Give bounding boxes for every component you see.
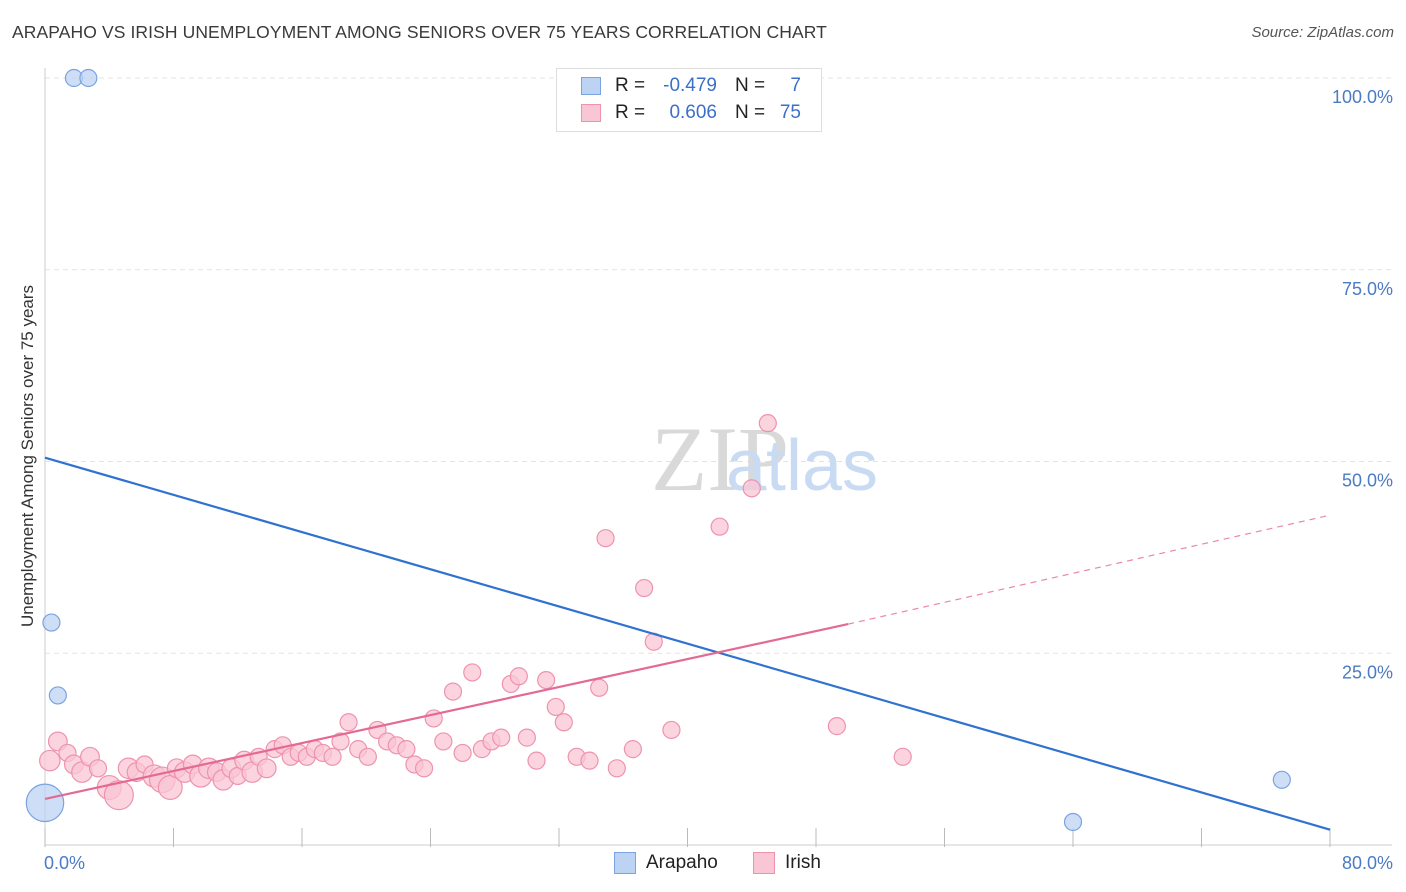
- chart-title: ARAPAHO VS IRISH UNEMPLOYMENT AMONG SENI…: [12, 22, 827, 42]
- irish-point: [827, 717, 846, 736]
- irish-point: [527, 751, 546, 770]
- x-tick-label-max: 80.0%: [1342, 853, 1393, 873]
- source-label: Source: ZipAtlas.com: [1251, 24, 1394, 41]
- irish-point: [517, 728, 536, 747]
- irish-point: [331, 732, 350, 751]
- arapaho-legend-label: Arapaho: [646, 852, 718, 873]
- arapaho-point: [79, 68, 98, 88]
- legend-item-irish[interactable]: Irish: [753, 852, 821, 874]
- n-value: 7: [790, 75, 801, 96]
- irish-point: [546, 697, 565, 717]
- irish-point: [590, 678, 609, 697]
- arapaho-point: [48, 686, 67, 705]
- irish-swatch: [581, 104, 601, 122]
- r-value: -0.479: [663, 75, 717, 96]
- irish-point: [443, 682, 463, 701]
- irish-point: [434, 732, 453, 751]
- arapaho-swatch: [581, 77, 601, 95]
- y-tick-label-25: 25.0%: [1342, 662, 1393, 682]
- irish-point: [742, 479, 761, 498]
- irish-point: [607, 759, 626, 778]
- irish-point: [103, 780, 134, 811]
- irish-legend-swatch: [753, 852, 775, 874]
- legend-row-arapaho: R = -0.479 N = 7: [581, 73, 801, 99]
- correlation-legend: R = -0.479 N = 7 R = 0.606 N = 75: [556, 68, 822, 132]
- y-tick-label-100: 100.0%: [1332, 87, 1393, 107]
- n-label: N =: [735, 102, 766, 123]
- points-layer: [25, 68, 1291, 832]
- irish-point: [358, 747, 377, 766]
- arapaho-point: [1272, 770, 1291, 789]
- r-label: R =: [615, 75, 646, 96]
- irish-point: [662, 720, 681, 740]
- n-label: N =: [735, 75, 766, 96]
- irish-point: [710, 517, 729, 536]
- irish-point: [537, 670, 556, 690]
- r-value: 0.606: [669, 102, 717, 123]
- irish-point: [256, 758, 277, 779]
- irish-point: [463, 663, 482, 682]
- arapaho-point: [42, 613, 61, 632]
- y-tick-label-50: 50.0%: [1342, 471, 1393, 491]
- arapaho-point: [1063, 812, 1083, 832]
- irish-point: [509, 667, 528, 686]
- irish-point: [414, 759, 434, 778]
- irish-point: [623, 740, 642, 759]
- irish-point: [323, 747, 342, 766]
- arapaho-point: [25, 783, 65, 823]
- irish-point: [580, 751, 599, 770]
- axis-labels: 0.0% 80.0% 25.0% 50.0% 75.0% 100.0%: [44, 87, 1393, 873]
- irish-trend-extension: [847, 514, 1331, 625]
- irish-point: [596, 529, 615, 548]
- n-value: 75: [779, 102, 801, 123]
- irish-trend-line: [44, 623, 849, 801]
- irish-point: [893, 747, 912, 766]
- irish-point: [88, 759, 108, 778]
- irish-point: [554, 713, 573, 732]
- irish-point: [339, 713, 358, 732]
- x-tick-label-min: 0.0%: [44, 853, 85, 873]
- arapaho-legend-swatch: [614, 852, 636, 874]
- legend-item-arapaho[interactable]: Arapaho: [614, 852, 718, 874]
- irish-point: [635, 578, 654, 598]
- legend-row-irish: R = 0.606 N = 75: [581, 100, 801, 126]
- y-tick-label-75: 75.0%: [1342, 279, 1393, 299]
- irish-point: [758, 414, 777, 433]
- irish-point: [397, 740, 416, 759]
- trend-layer: [44, 456, 1331, 831]
- irish-point: [453, 743, 472, 763]
- irish-point: [39, 749, 61, 772]
- irish-legend-label: Irish: [785, 852, 821, 873]
- r-label: R =: [615, 102, 646, 123]
- grid-layer: [44, 68, 1392, 847]
- irish-point: [492, 728, 511, 747]
- arapaho-trend-line: [44, 456, 1331, 831]
